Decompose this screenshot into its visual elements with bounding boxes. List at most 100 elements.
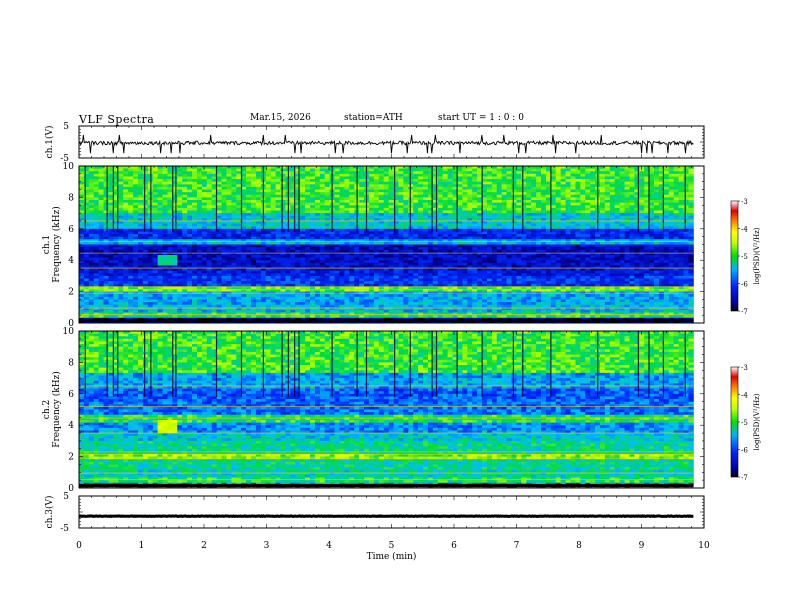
spectrogram-cell [236, 231, 242, 235]
spectrogram-cell [236, 179, 242, 183]
spectrogram-cell [432, 265, 439, 269]
spectrogram-cell [482, 228, 488, 232]
spectrogram-cell [265, 207, 272, 211]
spectrogram-cell [344, 270, 350, 274]
spectrogram-cell [113, 294, 119, 298]
spectrogram-cell [364, 286, 370, 290]
spectrogram-cell [437, 275, 444, 279]
spectrogram-cell [167, 270, 173, 274]
spectrogram-cell [403, 244, 409, 248]
spectrogram-cell [457, 241, 463, 245]
spectrogram-cell [187, 283, 193, 287]
spectrogram-cell [133, 268, 139, 272]
spectrogram-cell [211, 176, 218, 180]
spectrogram-cell [447, 218, 453, 222]
spectrogram-cell [452, 265, 458, 269]
spectrogram-cell [290, 200, 296, 204]
spectrogram-cell [79, 244, 85, 248]
spectrogram-cell [482, 302, 488, 306]
spectrogram-cell [462, 244, 468, 248]
spectrogram-cell [118, 239, 124, 243]
spectrogram-cell [167, 166, 173, 170]
spectrogram-cell [157, 249, 163, 253]
spectrogram-cell [295, 260, 301, 264]
spectrogram-cell [187, 179, 193, 183]
spectrogram-cell [98, 197, 104, 201]
spectrogram-cell [452, 236, 458, 240]
spectrogram-cell [344, 260, 350, 264]
spectrogram-cell [270, 200, 277, 204]
spectrogram-cell [113, 228, 119, 232]
spectrogram-cell [172, 189, 178, 193]
spectrogram-cell [251, 168, 257, 172]
spectrogram-cell [133, 307, 139, 311]
spectrogram-cell [137, 281, 144, 285]
spectrogram-cell [452, 228, 458, 232]
spectrogram-cell [265, 202, 272, 206]
spectrogram-cell [241, 299, 247, 303]
spectrogram-cell [462, 168, 468, 172]
spectrogram-cell [339, 278, 345, 282]
spectrogram-cell [462, 210, 468, 214]
spectrogram-cell [486, 184, 493, 188]
spectrogram-cell [162, 304, 168, 308]
spectrogram-cell [290, 173, 296, 177]
spectrogram-cell [354, 231, 360, 235]
spectrogram-cell [403, 207, 409, 211]
spectrogram-cell [152, 173, 159, 177]
spectrogram-cell [147, 294, 154, 298]
spectrogram-cell [103, 283, 109, 287]
spectrogram-cell [123, 210, 129, 214]
spectrogram-cell [211, 270, 218, 274]
spectrogram-cell [339, 234, 345, 238]
spectrogram-cell [408, 220, 414, 224]
spectrogram-cell [196, 265, 203, 269]
spectrogram-cell [452, 299, 458, 303]
spectrogram-cell [457, 278, 463, 282]
spectrogram-cell [393, 309, 399, 313]
spectrogram-cell [201, 296, 208, 300]
spectrogram-cell [123, 270, 129, 274]
spectrogram-cell [88, 236, 95, 240]
spectrogram-cell [393, 192, 399, 196]
spectrogram-cell [128, 286, 134, 290]
spectrogram-cell [467, 252, 473, 256]
spectrogram-cell [393, 176, 399, 180]
spectrogram-cell [413, 179, 419, 183]
spectrogram-cell [334, 176, 340, 180]
spectrogram-cell [344, 234, 350, 238]
spectrogram-cell [300, 244, 306, 248]
spectrogram-cell [206, 197, 213, 201]
spectrogram-cell [113, 252, 119, 256]
spectrogram-cell [314, 262, 321, 266]
spectrogram-cell [108, 288, 114, 292]
spectrogram-cell [280, 226, 286, 230]
spectrogram-cell [251, 239, 257, 243]
spectrogram-cell [437, 168, 444, 172]
spectrogram-cell [319, 296, 326, 300]
spectrogram-cell [133, 184, 139, 188]
spectrogram-cell [241, 236, 247, 240]
spectrogram-cell [93, 315, 100, 319]
spectrogram-cell [123, 244, 129, 248]
spectrogram-cell [108, 296, 114, 300]
spectrogram-cell [324, 194, 331, 198]
spectrogram-cell [319, 179, 326, 183]
spectrogram-cell [167, 234, 173, 238]
spectrogram-cell [408, 286, 414, 290]
spectrogram-cell [231, 254, 237, 258]
spectrogram-cell [427, 181, 434, 185]
spectrogram-cell [83, 189, 90, 193]
spectrogram-cell [418, 299, 424, 303]
spectrogram-cell [344, 213, 350, 217]
spectrogram-cell [201, 294, 208, 298]
spectrogram-cell [177, 231, 183, 235]
spectrogram-cell [226, 197, 232, 201]
spectrogram-cell [349, 247, 355, 251]
spectrogram-cell [437, 304, 444, 308]
spectrogram-cell [368, 283, 375, 287]
spectrogram-cell [211, 220, 218, 224]
spectrogram-cell [93, 168, 100, 172]
spectrogram-cell [162, 286, 168, 290]
spectrogram-cell [113, 307, 119, 311]
